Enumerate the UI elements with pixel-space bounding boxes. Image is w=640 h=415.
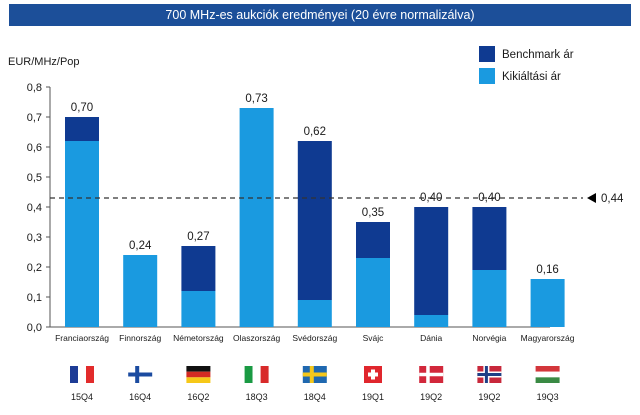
y-axis-label: EUR/MHz/Pop	[8, 56, 80, 68]
data-label: 0,73	[245, 93, 267, 105]
y-tick-label: 0,4	[27, 202, 42, 214]
x-tick-label: Dánia	[420, 333, 442, 343]
bar-kikialtasi-ar	[472, 270, 507, 327]
legend-swatch	[479, 46, 495, 62]
x-tick-label: Németország	[173, 333, 224, 343]
bar-kikialtasi-ar	[356, 258, 390, 327]
norway-flag	[477, 366, 502, 383]
quarter-label: 18Q4	[304, 392, 326, 402]
bar-benchmark-ar	[356, 222, 390, 258]
x-tick-label: Magyarország	[521, 333, 575, 343]
hungary-flag	[535, 366, 560, 383]
legend-label: Kikiáltási ár	[502, 71, 561, 83]
quarter-label: 18Q3	[246, 392, 268, 402]
data-label: 0,35	[362, 207, 384, 219]
bar-benchmark-ar	[297, 141, 332, 300]
x-tick-label: Franciaország	[55, 333, 109, 343]
finland-flag	[128, 366, 153, 383]
data-label: 0,40	[478, 192, 500, 204]
quarter-label: 16Q4	[129, 392, 151, 402]
france-flag	[70, 366, 94, 383]
y-tick-label: 0,3	[27, 232, 42, 244]
bar-benchmark-ar	[181, 246, 216, 291]
x-tick-label: Finnország	[119, 333, 161, 343]
germany-flag	[186, 366, 211, 383]
legend-swatch	[479, 68, 495, 84]
bar-kikialtasi-ar	[530, 279, 565, 327]
italy-flag	[244, 366, 269, 383]
reference-line-label: 0,44	[601, 193, 624, 205]
x-tick-label: Norvégia	[472, 333, 506, 343]
y-tick-label: 0,7	[27, 112, 42, 124]
quarter-label: 19Q2	[420, 392, 442, 402]
switzerland-flag	[364, 366, 382, 383]
bar-kikialtasi-ar	[239, 108, 274, 327]
quarter-label: 16Q2	[187, 392, 209, 402]
y-tick-label: 0,0	[27, 322, 42, 334]
bar-kikialtasi-ar	[123, 255, 158, 327]
chart-title: 700 MHz-es aukciók eredményei (20 évre n…	[9, 4, 631, 26]
legend-label: Benchmark ár	[502, 49, 574, 61]
data-label: 0,27	[187, 231, 209, 243]
y-tick-label: 0,5	[27, 172, 42, 184]
quarter-label: 15Q4	[71, 392, 93, 402]
bar-kikialtasi-ar	[414, 315, 449, 327]
bar-benchmark-ar	[65, 117, 99, 141]
bar-benchmark-ar	[414, 207, 449, 315]
y-tick-label: 0,8	[27, 82, 42, 94]
data-label: 0,24	[129, 240, 152, 252]
data-label: 0,16	[536, 264, 558, 276]
bar-kikialtasi-ar	[297, 300, 332, 327]
data-label: 0,70	[71, 102, 93, 114]
quarter-label: 19Q1	[362, 392, 384, 402]
denmark-flag	[419, 366, 444, 383]
y-tick-label: 0,2	[27, 262, 42, 274]
bar-kikialtasi-ar	[65, 141, 99, 327]
bar-benchmark-ar	[472, 207, 507, 270]
x-tick-label: Olaszország	[233, 333, 281, 343]
y-tick-label: 0,1	[27, 292, 42, 304]
quarter-label: 19Q2	[478, 392, 500, 402]
bar-kikialtasi-ar	[181, 291, 216, 327]
x-tick-label: Svédország	[292, 333, 337, 343]
sweden-flag	[302, 366, 327, 383]
reference-marker-icon	[587, 193, 596, 203]
y-tick-label: 0,6	[27, 142, 42, 154]
data-label: 0,62	[304, 126, 326, 138]
quarter-label: 19Q3	[537, 392, 559, 402]
x-tick-label: Svájc	[363, 333, 385, 343]
